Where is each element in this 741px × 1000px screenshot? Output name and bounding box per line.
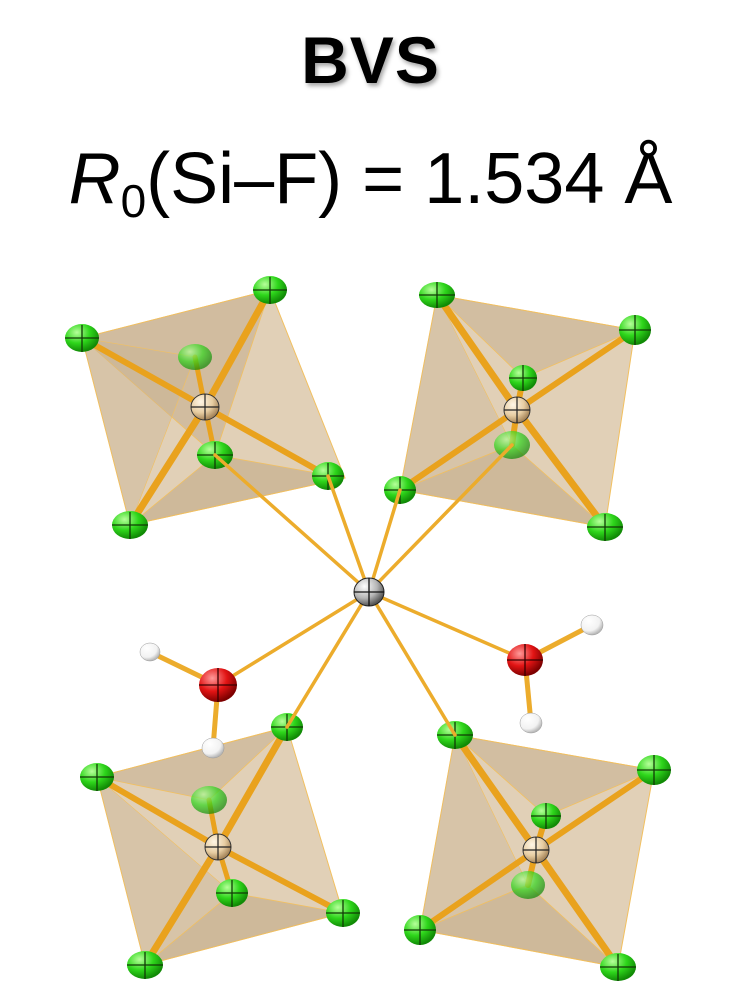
central-metal-atom (353, 577, 385, 607)
octahedron-bottom-right (404, 721, 671, 981)
hydrogen-atom (519, 712, 543, 734)
octahedron-top-left (65, 276, 346, 539)
water-molecule-right (507, 614, 604, 734)
hydrogen-atom (201, 737, 225, 759)
formula-symbol: R (68, 139, 121, 219)
hydrogen-atom (580, 614, 604, 636)
diagram-title: BVS (301, 23, 440, 97)
hydrogen-atom (139, 642, 161, 662)
formula-subscript: 0 (120, 175, 147, 227)
water-molecule-left (139, 642, 237, 759)
fluorine-atom (511, 871, 545, 899)
octahedron-bottom-left (80, 713, 360, 979)
central-coordination-bonds (213, 443, 527, 737)
octahedron-top-right (384, 282, 651, 541)
fluorine-atom (191, 786, 227, 814)
formula-bond: (Si–F) = 1.534 Å (146, 139, 673, 219)
fluorine-atom (178, 344, 212, 370)
bond-parameter-formula: R0(Si–F) = 1.534 Å (0, 138, 741, 228)
